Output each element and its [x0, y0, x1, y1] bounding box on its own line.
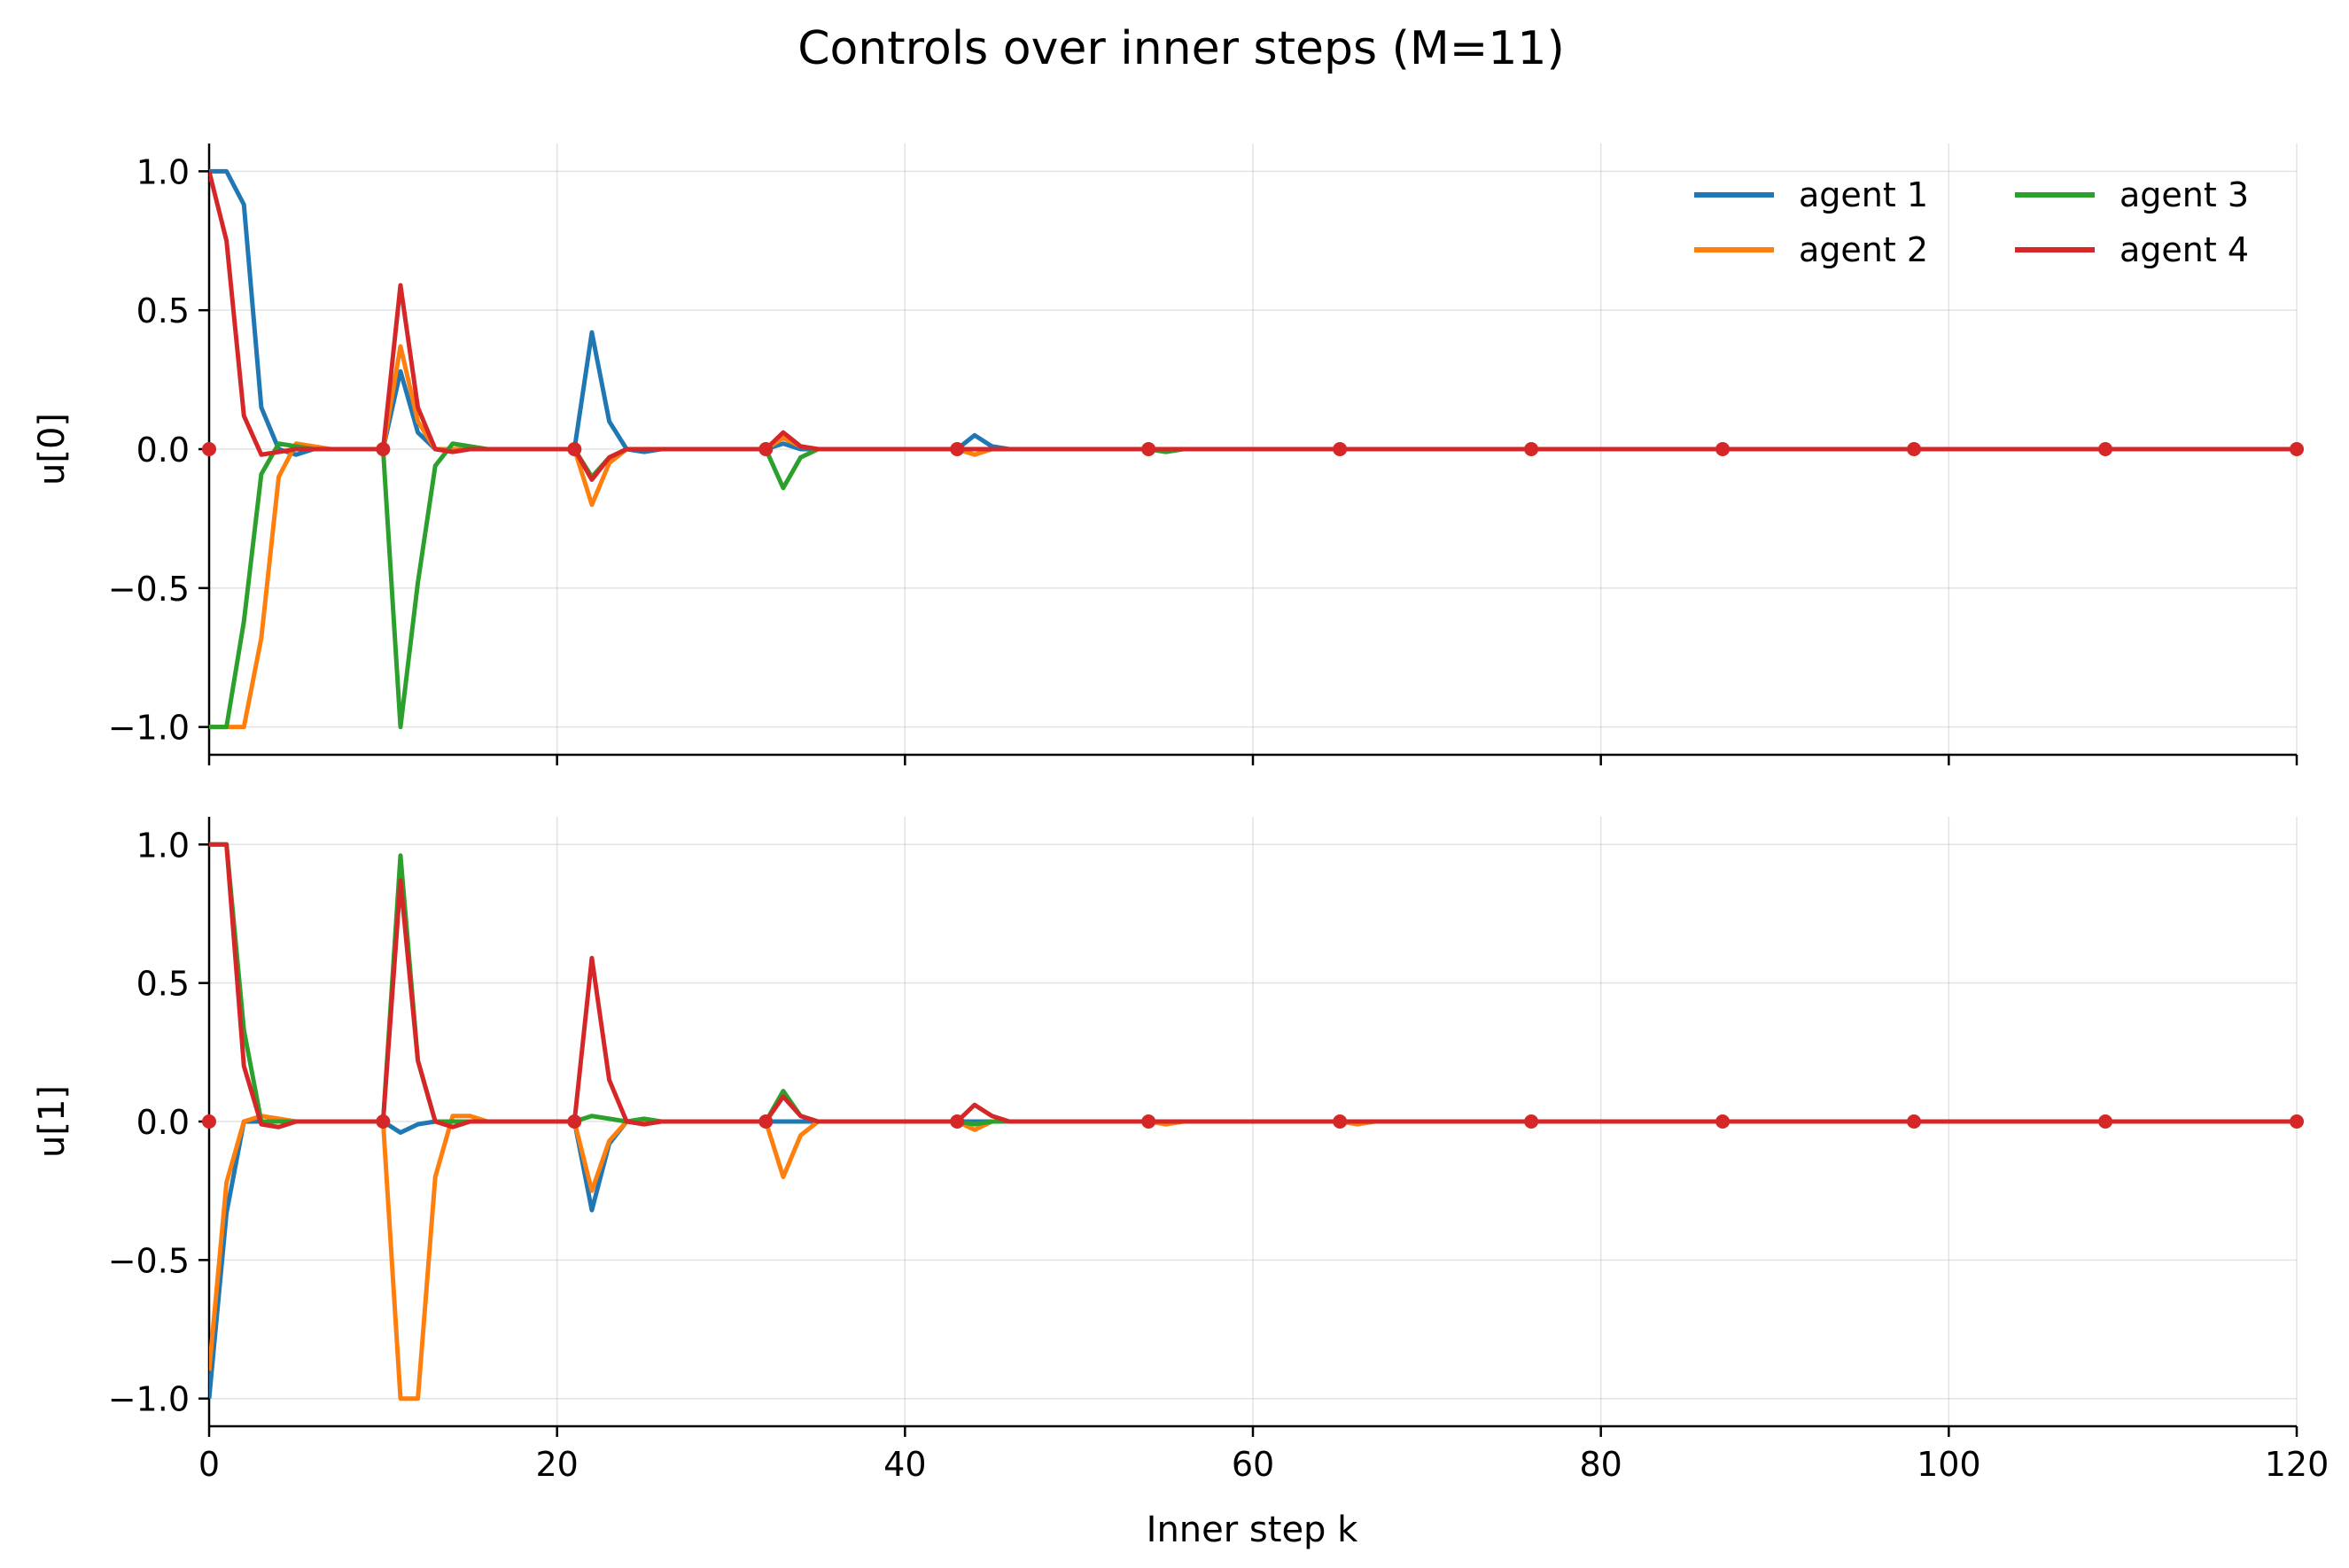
x-tick-label: 60	[1232, 1445, 1274, 1484]
marker-point	[1907, 442, 1922, 456]
y-tick-label: −0.5	[108, 1241, 190, 1280]
y-tick-label: −1.0	[108, 1380, 190, 1419]
y-tick-label: 0.0	[136, 1103, 190, 1142]
x-tick-label: 20	[535, 1445, 578, 1484]
marker-point	[1907, 1114, 1922, 1129]
marker-point	[202, 1114, 216, 1129]
y-tick-label: −0.5	[108, 570, 190, 609]
y-axis-label: u[0]	[32, 413, 73, 485]
marker-point	[2290, 442, 2304, 456]
marker-point	[1333, 1114, 1348, 1129]
panel-u0: 1.0 0.5 0.0 −0.5 −1.0 u[0]	[32, 144, 2304, 765]
series-line-agent-4	[209, 170, 2297, 482]
marker-point	[1715, 442, 1731, 456]
panel-u1: 1.0 0.5 0.0 −0.5 −1.00 20 40 60 80 100 120 u[1]	[32, 817, 2329, 1484]
legend-label-agent-2: agent 2	[1799, 230, 1928, 269]
y-tick-label: 0.5	[136, 965, 190, 1004]
marker-point	[950, 442, 965, 456]
x-tick-label: 40	[883, 1445, 926, 1484]
series-line-agent-4	[209, 842, 2297, 1129]
series-group	[209, 842, 2297, 1401]
y-tick-label: 1.0	[136, 152, 190, 191]
marker-point	[567, 1114, 582, 1129]
x-tick-label: 80	[1579, 1445, 1622, 1484]
marker-point	[1524, 1114, 1539, 1129]
x-tick-label: 120	[2265, 1445, 2330, 1484]
y-tick-label: 0.5	[136, 291, 190, 330]
marker-point	[1333, 442, 1348, 456]
marker-point	[376, 442, 391, 456]
legend: agent 1 agent 2 agent 3 agent 4	[1694, 175, 2249, 269]
chart-title: Controls over inner steps (M=11)	[797, 22, 1565, 75]
marker-point	[2290, 1114, 2304, 1129]
marker-point	[758, 442, 774, 456]
legend-label-agent-4: agent 4	[2120, 230, 2249, 269]
marker-point	[1141, 1114, 1156, 1129]
y-tick-label: 0.0	[136, 431, 190, 470]
marker-point	[1524, 442, 1539, 456]
x-tick-label: 0	[198, 1445, 220, 1484]
legend-label-agent-1: agent 1	[1799, 175, 1928, 214]
marker-point	[1715, 1114, 1731, 1129]
marker-point	[758, 1114, 774, 1129]
marker-point	[950, 1114, 965, 1129]
marker-point	[567, 442, 582, 456]
legend-label-agent-3: agent 3	[2120, 175, 2249, 214]
marker-point	[376, 1114, 391, 1129]
marker-point	[1141, 442, 1156, 456]
y-tick-label: −1.0	[108, 709, 190, 748]
x-axis-label: Inner step k	[1147, 1510, 1359, 1550]
x-tick-label: 100	[1917, 1445, 1981, 1484]
y-axis-label: u[1]	[32, 1085, 73, 1158]
y-tick-label: 1.0	[136, 826, 190, 865]
marker-point	[2098, 1114, 2113, 1129]
marker-point	[202, 442, 216, 456]
marker-point	[2098, 442, 2113, 456]
